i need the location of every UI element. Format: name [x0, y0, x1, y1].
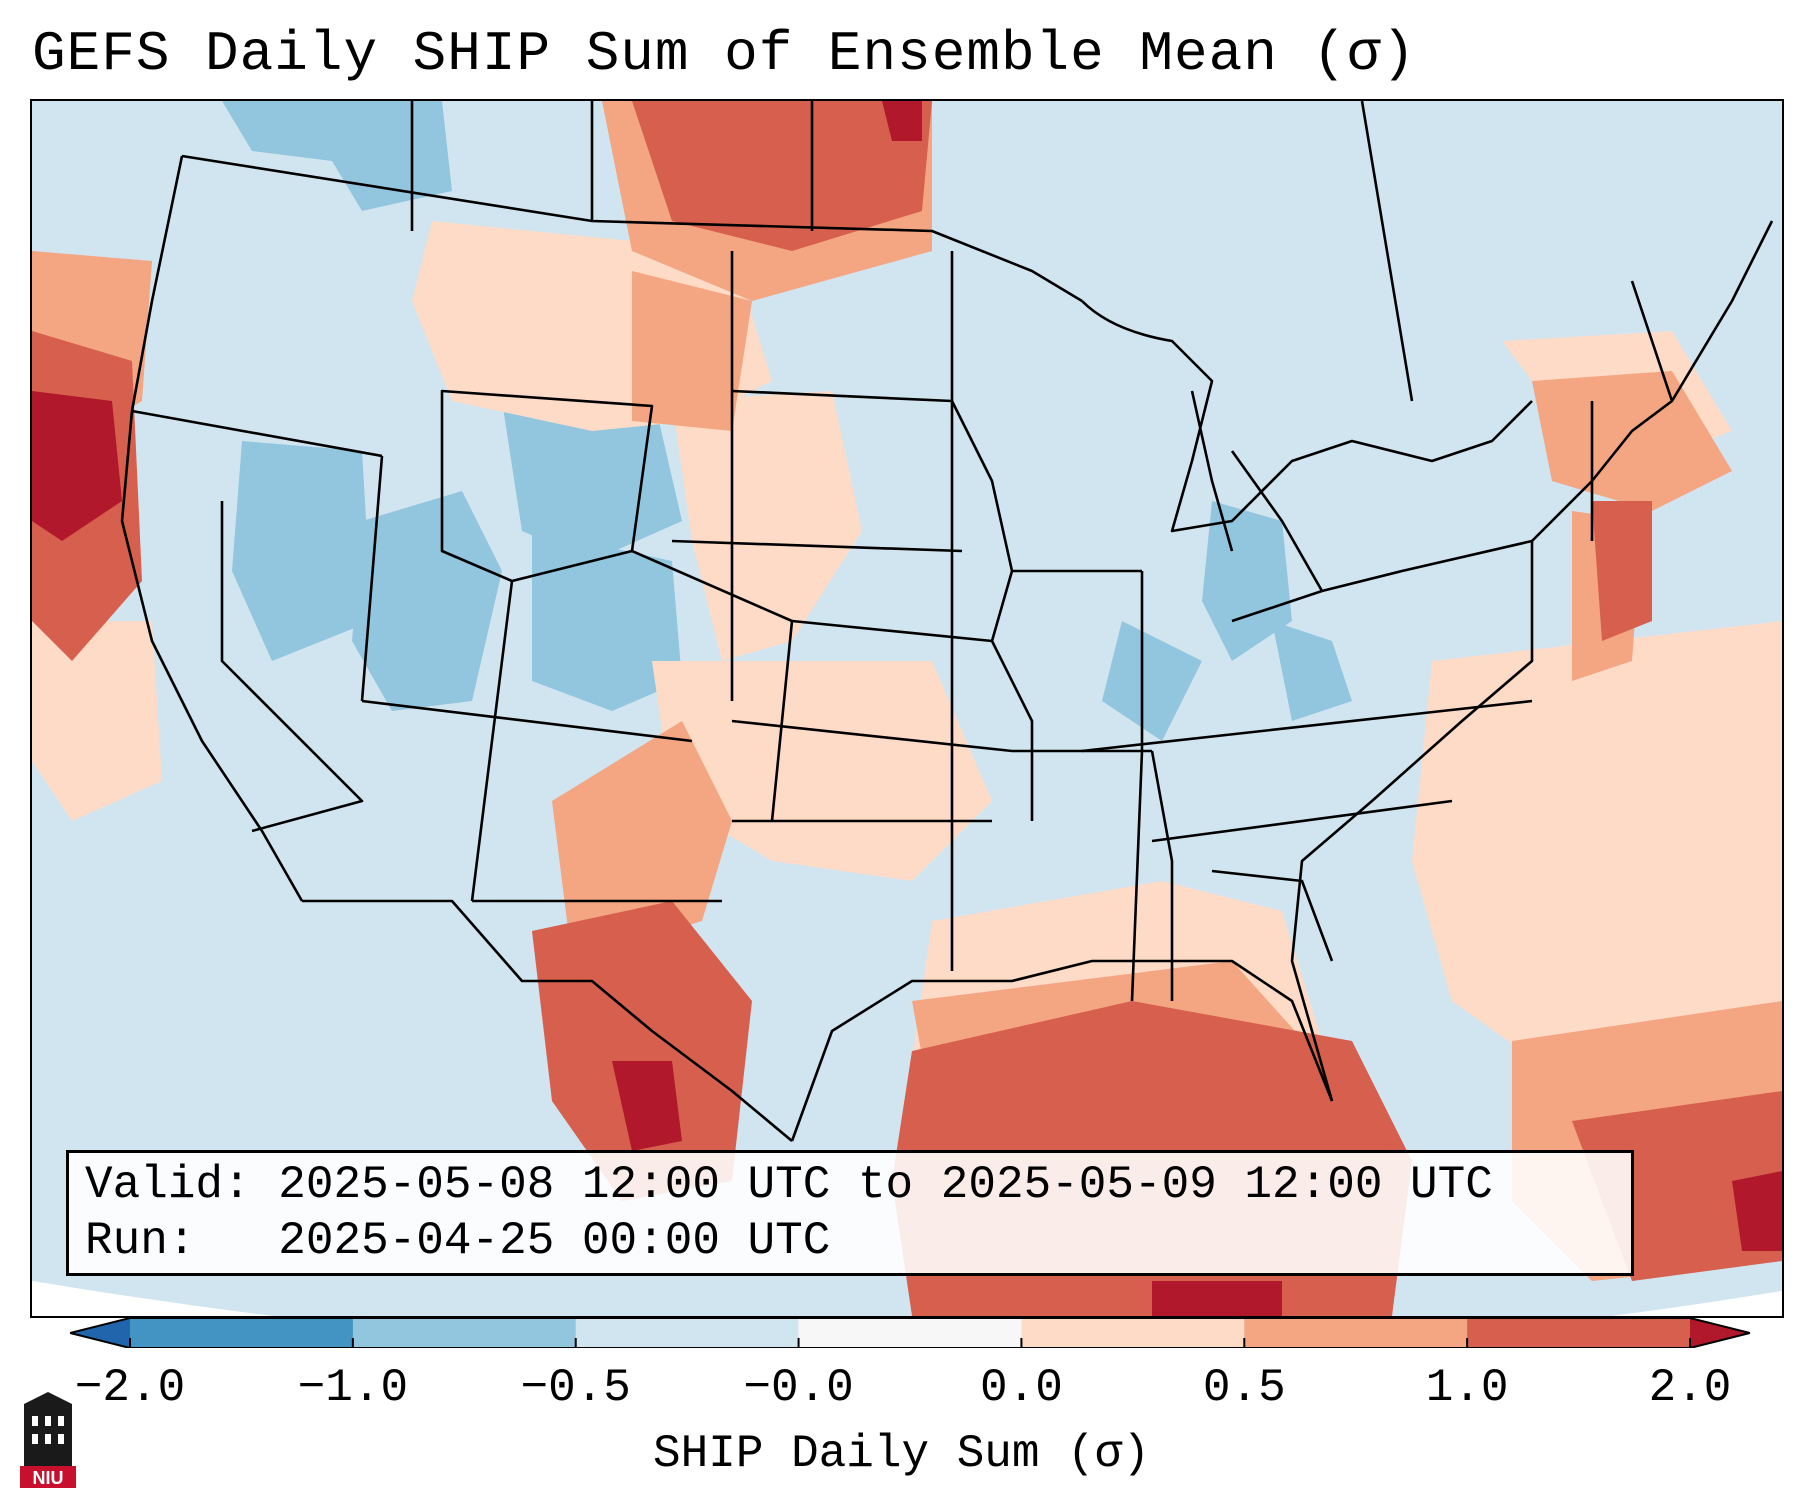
- valid-row: Valid: 2025-05-08 12:00 UTC to 2025-05-0…: [85, 1157, 1615, 1213]
- map-panel: [30, 99, 1784, 1318]
- colorbar-bin: [1021, 1318, 1245, 1348]
- colorbar-bin: [130, 1318, 354, 1348]
- colorbar-over-extension: [1690, 1318, 1750, 1348]
- ship-field-map: [32, 101, 1782, 1316]
- positive-anomaly-regions-extreme: [32, 101, 1782, 1316]
- niu-logo-text: NIU: [33, 1468, 64, 1488]
- valid-label: Valid:: [85, 1159, 251, 1211]
- colorbar-tick-label: 1.0: [1425, 1362, 1509, 1414]
- us-mexico-border: [302, 899, 793, 1142]
- east-coast: [1290, 220, 1774, 1102]
- negative-anomaly-regions: [222, 101, 1352, 741]
- colorbar: [69, 1317, 1751, 1353]
- colorbar-tick-label: −1.0: [297, 1362, 409, 1414]
- colorbar-tick-label: 0.5: [1202, 1362, 1286, 1414]
- colorbar-tick-label: −2.0: [74, 1362, 186, 1414]
- colorbar-bin: [798, 1318, 1022, 1348]
- colorbar-tick-label: 2.0: [1648, 1362, 1732, 1414]
- colorbar-tick-label: 0.0: [980, 1362, 1063, 1414]
- colorbar-bin: [352, 1318, 577, 1348]
- valid-time-box: Valid: 2025-05-08 12:00 UTC to 2025-05-0…: [66, 1150, 1634, 1276]
- run-label: Run:: [85, 1215, 196, 1267]
- state-lines-central: [671, 251, 1152, 971]
- colorbar-under-extension: [70, 1318, 130, 1348]
- valid-value: 2025-05-08 12:00 UTC to 2025-05-09 12:00…: [278, 1159, 1493, 1211]
- colorbar-bin: [1467, 1318, 1691, 1348]
- run-value: 2025-04-25 00:00 UTC: [278, 1215, 831, 1267]
- us-canada-border: [181, 154, 1083, 303]
- colorbar-bin: [1244, 1318, 1468, 1348]
- off-domain-corner: [32, 1281, 1782, 1316]
- canada-provinces: [410, 101, 1674, 402]
- colorbar-tick-label: −0.0: [743, 1362, 854, 1414]
- run-row: Run: 2025-04-25 00:00 UTC: [85, 1213, 1615, 1269]
- niu-building-logo: NIU: [18, 1392, 78, 1492]
- colorbar-bins: [69, 1317, 1751, 1349]
- map-title: GEFS Daily SHIP Sum of Ensemble Mean (σ): [32, 22, 1417, 86]
- state-lines-east: [1081, 401, 1594, 1002]
- great-lakes: [1081, 300, 1533, 552]
- gulf-coast: [790, 959, 1334, 1142]
- us-west-coast: [120, 155, 304, 902]
- colorbar-tick-label: −0.5: [520, 1362, 631, 1414]
- colorbar-bin: [575, 1318, 800, 1348]
- colorbar-label: SHIP Daily Sum (σ): [653, 1428, 1150, 1480]
- political-boundaries: [120, 101, 1774, 1142]
